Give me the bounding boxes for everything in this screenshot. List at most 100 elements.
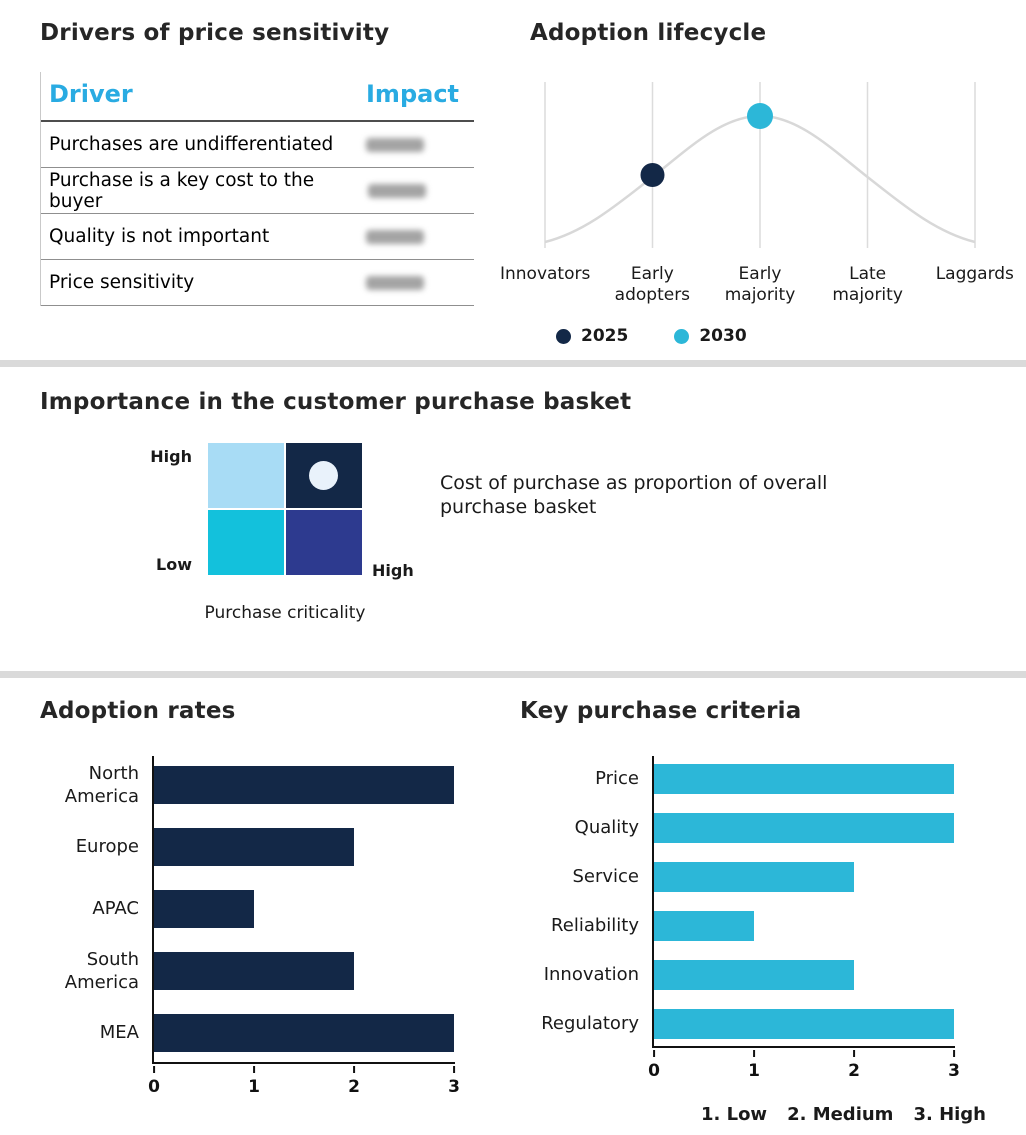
x-axis-tick: 0 — [148, 1066, 160, 1097]
tick-label: 1 — [748, 1061, 760, 1081]
bar-track — [154, 1014, 454, 1052]
bar-label: MEA — [99, 1022, 139, 1044]
bar — [654, 763, 954, 794]
x-axis-tick: 1 — [748, 1050, 760, 1081]
point-2030 — [747, 103, 773, 129]
drivers-section: Drivers of price sensitivity Driver Impa… — [40, 20, 492, 306]
basket-annotation: Cost of purchase as proportion of overal… — [440, 472, 828, 519]
scale-note-low: 1. Low — [700, 1104, 768, 1125]
bottom-row: Adoption rates North America Europe APAC So… — [40, 678, 1000, 1125]
legend-dot-2030 — [674, 328, 690, 344]
matrix-marker-dot — [309, 461, 338, 490]
y-axis-line — [152, 756, 154, 1064]
bar-row: Reliability — [520, 901, 986, 950]
bar — [154, 1014, 454, 1052]
x-axis-ticks: 0 1 2 3 — [148, 1066, 460, 1104]
x-axis-tick: 3 — [448, 1066, 460, 1097]
legend-item-2030: 2030 — [674, 326, 747, 346]
purchase-matrix — [208, 443, 362, 575]
bar-row: MEA — [40, 1002, 520, 1064]
table-row: Price sensitivity — [41, 260, 474, 306]
tick-mark — [753, 1050, 755, 1057]
bar-label: Innovation — [543, 963, 639, 985]
y-axis-line — [652, 756, 654, 1048]
tick-mark — [253, 1066, 255, 1073]
bar-track — [154, 828, 454, 866]
driver-cell: Price sensitivity — [49, 272, 195, 293]
lifecycle-legend: 2025 2030 — [556, 326, 1000, 346]
scale-note-high: 3. High — [913, 1104, 986, 1125]
bar-label: Price — [595, 767, 639, 789]
bar — [154, 828, 354, 866]
tick-label: 2 — [848, 1061, 860, 1081]
adoption-rates-chart: North America Europe APAC South America MEA … — [40, 754, 520, 1104]
section-divider — [0, 671, 1026, 678]
driver-cell: Quality is not important — [49, 226, 270, 247]
legend-label-2025: 2025 — [581, 326, 629, 346]
lifecycle-title: Adoption lifecycle — [530, 20, 767, 46]
bar-track — [654, 959, 954, 990]
basket-body: High Low High Purchase criticality Cost … — [40, 443, 1000, 657]
bars-area: North America Europe APAC South America MEA — [40, 754, 520, 1104]
tick-mark — [653, 1050, 655, 1057]
tick-label: 3 — [948, 1061, 960, 1081]
table-row: Purchases are undifferentiated — [41, 122, 474, 168]
tick-label: 2 — [348, 1077, 360, 1097]
drivers-table-body: Purchases are undifferentiated Purchase i… — [41, 122, 474, 306]
lifecycle-section: Adoption lifecycle Innovators — [500, 20, 1014, 346]
basket-section: Importance in the customer purchase bask… — [40, 367, 1000, 657]
impact-redacted-value — [366, 229, 424, 244]
bar-row: Quality — [520, 803, 986, 852]
bar — [654, 910, 754, 941]
x-label-laggards: Laggards — [935, 264, 1014, 284]
x-axis-tick: 0 — [648, 1050, 660, 1081]
bar — [654, 861, 854, 892]
purchase-criteria-title: Key purchase criteria — [520, 698, 802, 724]
bar-row: Innovation — [520, 950, 986, 999]
bar — [154, 890, 254, 928]
impact-redacted-value — [366, 137, 424, 152]
bar-label: Regulatory — [541, 1012, 639, 1034]
bar — [154, 952, 354, 990]
basket-title: Importance in the customer purchase bask… — [40, 389, 632, 415]
bar — [654, 1008, 954, 1039]
bar-row: Europe — [40, 816, 520, 878]
bar-track — [154, 952, 454, 990]
top-row: Drivers of price sensitivity Driver Impa… — [40, 20, 1014, 346]
legend-dot-2025 — [556, 328, 571, 344]
x-label-late-majority: Late majority — [832, 264, 903, 306]
lifecycle-curve-svg — [544, 82, 976, 248]
table-row: Purchase is a key cost to the buyer — [41, 168, 474, 214]
tick-label: 0 — [648, 1061, 660, 1081]
x-label-early-majority: Early majority — [724, 264, 796, 306]
bar — [654, 959, 854, 990]
matrix-cell-top-left — [208, 443, 284, 508]
matrix-cell-bottom-right — [286, 510, 362, 575]
driver-cell: Purchase is a key cost to the buyer — [49, 169, 315, 212]
drivers-table-header: Driver Impact — [41, 72, 474, 122]
impact-redacted-value — [367, 183, 426, 198]
bar-label: North America — [64, 762, 139, 807]
purchase-criteria-chart: Price Quality Service Reliability Innovation… — [520, 754, 986, 1088]
x-axis-ticks: 0 1 2 3 — [648, 1050, 960, 1088]
bar-label: Europe — [75, 836, 139, 858]
impact-cell — [366, 229, 468, 244]
bar-label: Reliability — [551, 914, 639, 936]
driver-cell: Purchases are undifferentiated — [49, 134, 334, 155]
bar-track — [654, 861, 954, 892]
bar-track — [154, 766, 454, 804]
drivers-table: Driver Impact Purchases are undifferenti… — [40, 72, 474, 306]
bar-label: APAC — [92, 898, 139, 920]
purchase-criteria-section: Key purchase criteria Price Quality Servic… — [520, 698, 986, 1125]
matrix-x-high-label: High — [372, 561, 414, 580]
bar — [654, 812, 954, 843]
impact-cell — [366, 275, 468, 290]
drivers-title: Drivers of price sensitivity — [40, 20, 390, 46]
adoption-rates-section: Adoption rates North America Europe APAC So… — [40, 698, 520, 1104]
legend-label-2030: 2030 — [699, 326, 747, 346]
impact-cell — [366, 137, 468, 152]
lifecycle-chart — [530, 80, 990, 258]
x-label-early-adopters: Early adopters — [614, 264, 691, 306]
matrix-y-low-label: Low — [156, 555, 192, 574]
tick-mark — [353, 1066, 355, 1073]
